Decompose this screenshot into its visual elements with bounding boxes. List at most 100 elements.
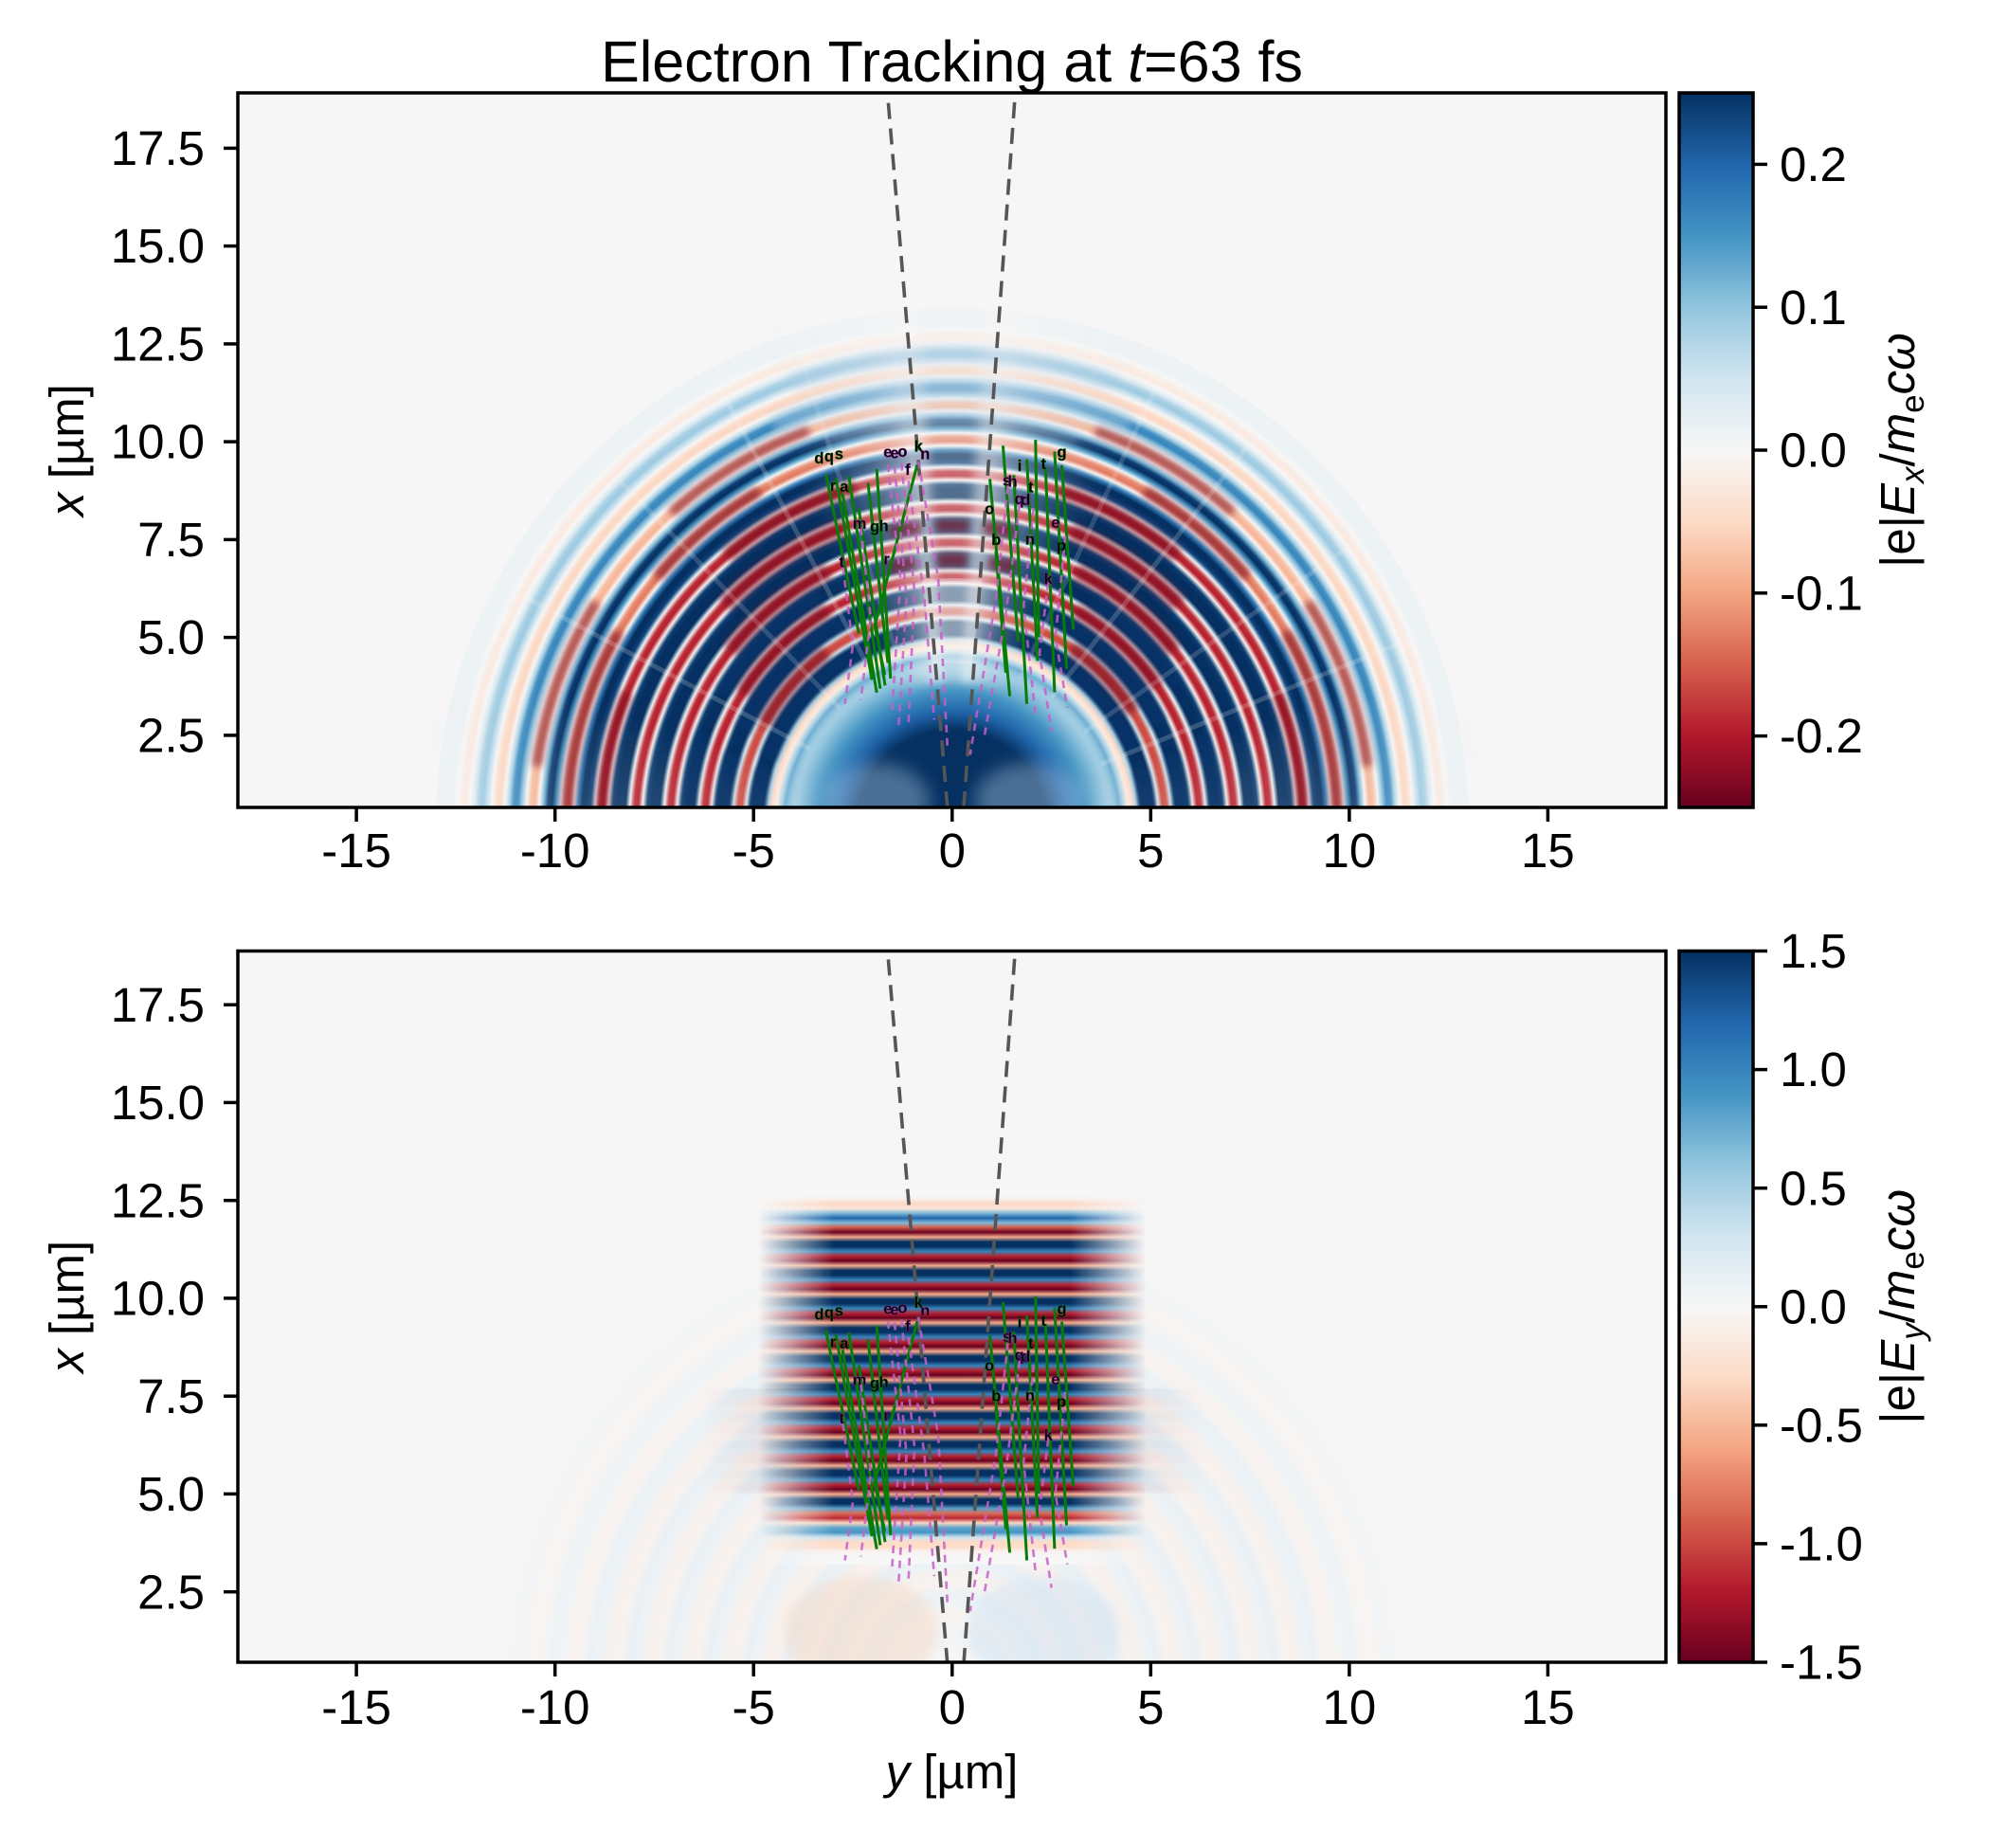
- svg-text:10.0: 10.0: [111, 415, 205, 469]
- svg-text:0.5: 0.5: [1780, 1161, 1847, 1215]
- svg-text:i: i: [1018, 458, 1022, 475]
- svg-text:o: o: [985, 1357, 994, 1374]
- svg-text:-10: -10: [520, 824, 590, 878]
- svg-text:15: 15: [1521, 824, 1575, 878]
- svg-text:e: e: [1051, 1371, 1059, 1388]
- svg-text:d: d: [1021, 1349, 1030, 1366]
- svg-text:o: o: [897, 1300, 907, 1317]
- svg-text:i: i: [1018, 1314, 1022, 1332]
- svg-text:17.5: 17.5: [111, 978, 205, 1032]
- svg-text:k: k: [1044, 571, 1054, 589]
- svg-text:d: d: [1021, 492, 1030, 509]
- svg-text:1.0: 1.0: [1780, 1042, 1847, 1096]
- svg-text:s: s: [1003, 1329, 1011, 1346]
- svg-text:0: 0: [939, 824, 966, 878]
- svg-text:-0.5: -0.5: [1780, 1398, 1863, 1452]
- svg-text:p: p: [1057, 537, 1066, 554]
- svg-text:-15: -15: [321, 824, 391, 878]
- svg-text:-1.0: -1.0: [1780, 1517, 1863, 1571]
- svg-text:0.2: 0.2: [1780, 137, 1847, 191]
- svg-text:k: k: [914, 1295, 924, 1312]
- svg-text:15: 15: [1521, 1680, 1575, 1734]
- svg-text:q: q: [1015, 491, 1024, 508]
- svg-text:0.0: 0.0: [1780, 424, 1847, 478]
- svg-text:|e|Ex/mecω: |e|Ex/mecω: [1871, 333, 1931, 568]
- svg-text:g: g: [870, 1375, 879, 1392]
- svg-text:e: e: [883, 444, 892, 462]
- svg-text:5: 5: [1137, 1680, 1164, 1734]
- svg-text:b: b: [991, 1388, 1001, 1405]
- svg-text:t: t: [1028, 479, 1034, 496]
- svg-text:5: 5: [1137, 824, 1164, 878]
- svg-text:k: k: [914, 439, 924, 456]
- svg-text:r: r: [830, 1334, 837, 1351]
- svg-text:m: m: [853, 1372, 867, 1389]
- svg-text:-15: -15: [321, 1680, 391, 1734]
- svg-text:q: q: [1015, 1348, 1024, 1365]
- svg-text:-5: -5: [733, 824, 775, 878]
- svg-text:15.0: 15.0: [111, 219, 205, 273]
- svg-text:s: s: [835, 446, 843, 463]
- svg-text:r: r: [883, 551, 890, 568]
- svg-text:5.0: 5.0: [137, 610, 205, 664]
- svg-text:10: 10: [1323, 824, 1377, 878]
- svg-text:-10: -10: [520, 1680, 590, 1734]
- svg-text:1.5: 1.5: [1780, 924, 1847, 978]
- svg-text:d: d: [814, 450, 823, 467]
- svg-text:t: t: [1040, 456, 1046, 473]
- svg-text:e: e: [890, 1301, 898, 1318]
- svg-text:n: n: [920, 1303, 930, 1320]
- svg-text:a: a: [840, 479, 849, 496]
- svg-text:q: q: [824, 448, 834, 465]
- svg-text:-0.2: -0.2: [1780, 709, 1863, 763]
- svg-text:m: m: [853, 516, 867, 533]
- svg-text:0.0: 0.0: [1780, 1279, 1847, 1333]
- svg-text:d: d: [814, 1307, 823, 1324]
- svg-text:f: f: [905, 462, 911, 479]
- svg-text:0.1: 0.1: [1780, 281, 1847, 335]
- svg-text:|e|Ey/mecω: |e|Ey/mecω: [1871, 1189, 1931, 1424]
- svg-text:f: f: [905, 1318, 911, 1335]
- svg-text:r: r: [883, 1407, 890, 1424]
- svg-text:2.5: 2.5: [137, 709, 205, 763]
- svg-text:s: s: [835, 1303, 843, 1320]
- svg-text:h: h: [1007, 1330, 1017, 1347]
- svg-text:n: n: [920, 446, 930, 463]
- svg-text:-1.5: -1.5: [1780, 1636, 1863, 1690]
- svg-text:2.5: 2.5: [137, 1565, 205, 1619]
- svg-text:q: q: [824, 1305, 834, 1322]
- svg-text:a: a: [840, 1335, 849, 1352]
- svg-text:r: r: [830, 478, 837, 495]
- svg-text:10: 10: [1323, 1680, 1377, 1734]
- svg-text:-5: -5: [733, 1680, 775, 1734]
- svg-text:17.5: 17.5: [111, 121, 205, 175]
- svg-text:h: h: [879, 517, 889, 534]
- svg-text:e: e: [1051, 515, 1059, 532]
- svg-text:12.5: 12.5: [111, 1173, 205, 1227]
- svg-text:h: h: [1007, 474, 1017, 491]
- svg-text:g: g: [1057, 444, 1066, 462]
- svg-text:e: e: [883, 1300, 892, 1317]
- svg-text:e: e: [890, 445, 898, 462]
- svg-text:g: g: [870, 518, 879, 535]
- svg-text:7.5: 7.5: [137, 513, 205, 567]
- svg-text:n: n: [1025, 531, 1035, 548]
- svg-text:12.5: 12.5: [111, 317, 205, 371]
- svg-text:Electron Tracking at t=63 fs: Electron Tracking at t=63 fs: [601, 29, 1303, 94]
- svg-text:x [µm]: x [µm]: [40, 1241, 94, 1376]
- svg-text:t: t: [840, 553, 845, 571]
- svg-text:n: n: [1025, 1387, 1035, 1404]
- svg-text:p: p: [1057, 1394, 1066, 1411]
- svg-text:0: 0: [939, 1680, 966, 1734]
- svg-text:s: s: [1003, 472, 1011, 489]
- svg-text:o: o: [985, 501, 994, 518]
- svg-text:x [µm]: x [µm]: [40, 384, 94, 519]
- svg-text:t: t: [1028, 1335, 1034, 1352]
- svg-text:7.5: 7.5: [137, 1369, 205, 1423]
- svg-text:b: b: [991, 532, 1001, 549]
- svg-text:h: h: [879, 1374, 889, 1391]
- svg-text:10.0: 10.0: [111, 1272, 205, 1326]
- svg-text:k: k: [1044, 1427, 1054, 1444]
- svg-text:t: t: [840, 1410, 845, 1427]
- svg-text:15.0: 15.0: [111, 1076, 205, 1130]
